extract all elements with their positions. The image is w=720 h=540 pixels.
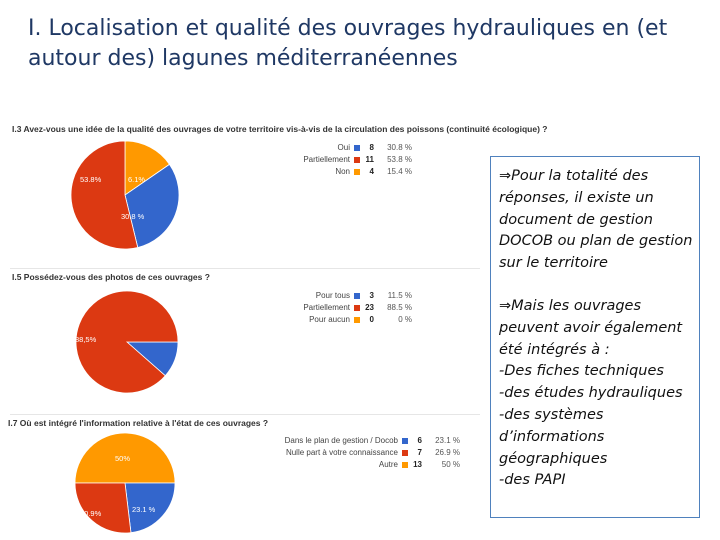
legend-label: Partiellement — [303, 155, 350, 164]
legend-label: Dans le plan de gestion / Docob — [284, 436, 398, 445]
slice-label: 23.1 % — [132, 505, 156, 514]
pie-slice — [74, 432, 176, 484]
pie-slice — [124, 163, 180, 248]
legend-count: 23 — [365, 303, 374, 312]
legend-label: Partiellement — [303, 303, 350, 312]
slice-label: 6.1% — [128, 175, 145, 184]
legend-count: 4 — [369, 167, 374, 176]
chart-1-legend: Oui 8 30.8 % Partiellement 11 53.8 % Non 4 15.4 … — [250, 143, 430, 193]
legend-row: Pour tous 3 11.5 % — [250, 291, 440, 302]
legend-label: Pour tous — [315, 291, 350, 300]
legend-count: 11 — [365, 155, 374, 164]
legend-count: 8 — [369, 143, 374, 152]
chart-2-legend: Pour tous 3 11.5 % Partiellement 23 88.5 % Pou… — [250, 291, 430, 341]
legend-swatch — [354, 157, 360, 163]
pie-slice — [124, 482, 176, 534]
legend-label: Non — [335, 167, 350, 176]
slice-label: 30.9% — [80, 509, 102, 518]
chart-1-pie: 53.8% 6.1% 30.8 % — [70, 140, 180, 250]
legend-percent: 23.1 % — [435, 436, 460, 445]
note-text: -Des fiches techniques — [499, 363, 664, 380]
legend-row: Partiellement 11 53.8 % — [250, 155, 440, 166]
legend-percent: 50 % — [441, 460, 460, 469]
legend-row: Oui 8 30.8 % — [250, 143, 440, 154]
legend-swatch — [354, 169, 360, 175]
legend-count: 13 — [413, 460, 422, 469]
notes-box: ⇒Pour la totalité des réponses, il exist… — [490, 156, 700, 518]
slice-label: 30.8 % — [121, 212, 145, 221]
legend-label: Pour aucun — [309, 315, 350, 324]
note-text: -des PAPI — [499, 472, 566, 489]
pie-slice — [124, 140, 171, 196]
legend-swatch — [354, 305, 360, 311]
legend-row: Autre 13 50 % — [240, 460, 488, 471]
legend-count: 0 — [369, 315, 374, 324]
slice-label: 88,5% — [75, 335, 97, 344]
legend-row: Pour aucun 0 0 % — [250, 315, 440, 326]
note-text: -des études hydrauliques — [499, 385, 683, 402]
legend-percent: 53.8 % — [387, 155, 412, 164]
legend-percent: 88.5 % — [387, 303, 412, 312]
legend-count: 6 — [417, 436, 422, 445]
legend-percent: 26.9 % — [435, 448, 460, 457]
note-text: ⇒Pour la totalité des réponses, il exist… — [499, 168, 693, 272]
slide-title: I. Localisation et qualité des ouvrages … — [28, 16, 668, 71]
legend-swatch — [402, 438, 408, 444]
chart-2-question: I.5 Possédez-vous des photos de ces ouvr… — [12, 272, 210, 282]
legend-percent: 15.4 % — [387, 167, 412, 176]
legend-count: 7 — [417, 448, 422, 457]
legend-label: Autre — [378, 460, 398, 469]
pie-slice — [75, 290, 179, 394]
pie-slice — [74, 482, 132, 534]
legend-swatch — [354, 145, 360, 151]
legend-swatch — [402, 462, 408, 468]
legend-swatch — [354, 293, 360, 299]
divider — [10, 414, 480, 415]
legend-row: Partiellement 23 88.5 % — [250, 303, 440, 314]
note-text: ⇒Mais les ouvrages peuvent avoir égaleme… — [499, 297, 683, 358]
legend-row: Nulle part à votre connaissance 7 26.9 % — [240, 448, 488, 459]
chart-3-legend: Dans le plan de gestion / Docob 6 23.1 % Nu… — [240, 436, 470, 486]
legend-percent: 0 % — [398, 315, 412, 324]
legend-swatch — [354, 317, 360, 323]
chart-3-pie: 50% 30.9% 23.1 % — [74, 432, 176, 534]
legend-count: 3 — [369, 291, 374, 300]
slice-label: 50% — [115, 454, 130, 463]
legend-label: Oui — [337, 143, 350, 152]
legend-label: Nulle part à votre connaissance — [285, 448, 398, 457]
legend-row: Dans le plan de gestion / Docob 6 23.1 % — [240, 436, 488, 447]
chart-2-pie: 88,5% — [75, 290, 179, 394]
pie-slice — [70, 140, 139, 250]
slice-label: 53.8% — [80, 175, 102, 184]
legend-row: Non 4 15.4 % — [250, 167, 440, 178]
legend-percent: 11.5 % — [387, 291, 412, 300]
legend-percent: 30.8 % — [387, 143, 412, 152]
divider — [10, 268, 480, 269]
note-text: -des systèmes d’informations géographiqu… — [499, 406, 608, 467]
chart-1-question: I.3 Avez-vous une idée de la qualité des… — [12, 124, 548, 134]
chart-3-question: I.7 Où est intégré l'information relativ… — [8, 418, 269, 428]
legend-swatch — [402, 450, 408, 456]
